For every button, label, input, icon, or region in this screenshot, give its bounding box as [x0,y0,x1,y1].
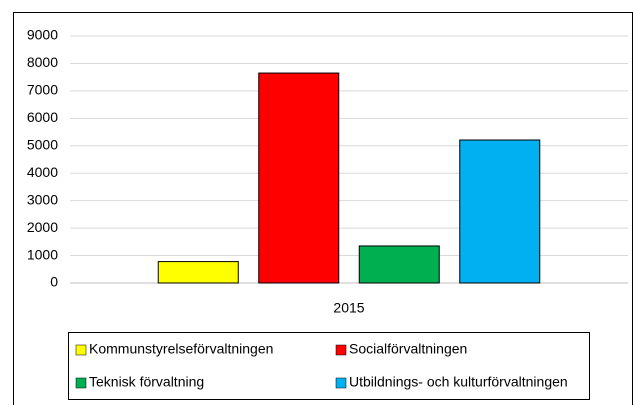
legend-label: Utbildnings- och kulturförvaltningen [349,374,568,390]
bar [258,72,340,284]
legend-label: Kommunstyrelseförvaltningen [89,341,273,357]
bar [459,139,541,284]
legend-label: Socialförvaltningen [349,341,467,357]
y-tick-label: 9000 [27,27,58,43]
x-tick-label: 2015 [333,300,364,316]
bar [157,261,239,284]
y-tick-label: 3000 [27,191,58,207]
y-tick-label: 6000 [27,109,58,125]
y-tick-label: 0 [50,274,58,290]
legend-label: Teknisk förvaltning [89,374,204,390]
y-tick-label: 2000 [27,219,58,235]
legend-swatch [75,344,87,356]
y-tick-label: 1000 [27,246,58,262]
y-tick-label: 8000 [27,54,58,70]
bar [358,245,440,284]
legend-swatch [335,344,347,356]
y-tick-label: 4000 [27,164,58,180]
legend-swatch [335,377,347,389]
legend-swatch [75,377,87,389]
y-tick-label: 7000 [27,82,58,98]
y-tick-label: 5000 [27,136,58,152]
legend-box [68,332,590,400]
